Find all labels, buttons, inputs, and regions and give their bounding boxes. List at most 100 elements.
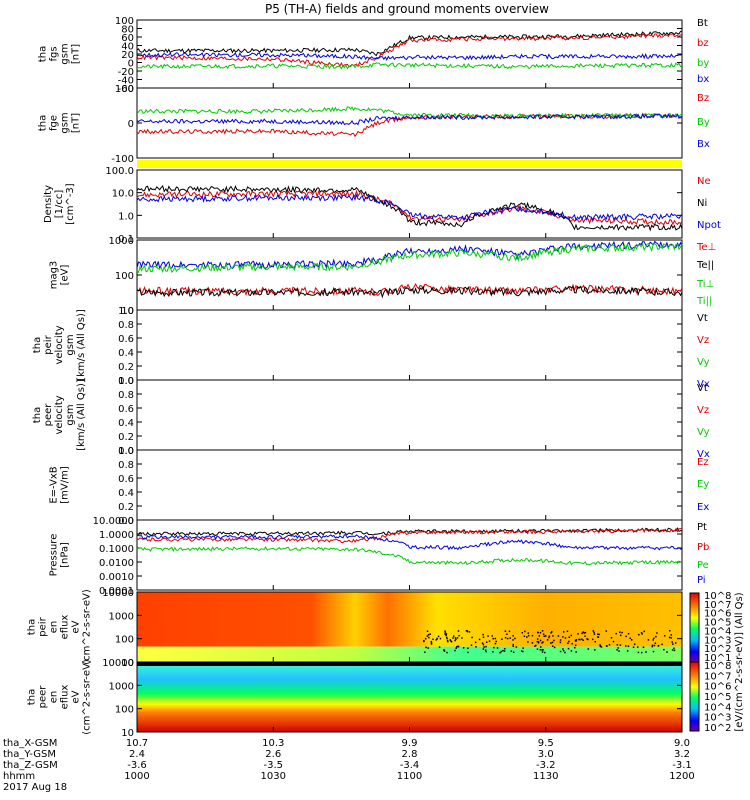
ytick-label: 0.4: [118, 418, 134, 429]
spectrogram-dot: [541, 630, 544, 632]
series-line-By: [136, 106, 683, 119]
spectrogram-dot: [618, 650, 620, 652]
spectrogram-dot: [593, 631, 595, 634]
spectrogram-dot: [562, 636, 564, 638]
ytick-label: 1.0: [118, 446, 134, 457]
spectrogram-dot: [475, 646, 477, 648]
ylabel-line: peer: [38, 685, 49, 709]
spectrogram-dot: [495, 640, 497, 643]
series-line-Bz: [136, 112, 683, 138]
series-line-Pe: [136, 545, 683, 566]
spectrogram-dot: [619, 644, 622, 646]
spectrogram-dot: [502, 649, 504, 652]
ytick-label: 1.0: [118, 211, 134, 222]
spectrogram-dot: [488, 640, 491, 642]
spectrogram-dot: [672, 643, 674, 645]
spectrogram-dot: [450, 640, 453, 643]
spectrogram-dot: [423, 640, 425, 643]
spectrogram-dot: [425, 646, 427, 649]
spectrogram-dot: [430, 642, 433, 644]
spectrogram-dot: [536, 638, 539, 640]
status-bar: [137, 160, 682, 168]
spectrogram-peer: [137, 662, 682, 732]
spectrogram-dot: [496, 647, 499, 649]
spectrogram-dot: [637, 651, 640, 654]
spectrogram-dot: [438, 646, 441, 648]
ytick-label: 80: [121, 25, 134, 36]
spectrogram-dot: [471, 636, 473, 639]
panel-frame: [136, 309, 683, 381]
ytick-label: 0.6: [118, 334, 134, 345]
orbit-tick-hhmm: 1200: [669, 771, 694, 782]
spectrogram-dot: [543, 651, 546, 654]
spectrogram-dot: [615, 632, 617, 635]
colorbar-tick: 10^2: [704, 644, 731, 655]
colorbar-tick: 10^4: [704, 626, 731, 637]
ylabel-line: gsm: [60, 112, 71, 133]
spectrogram-dot: [670, 634, 673, 636]
orbit-tick-hhmm: 1030: [261, 771, 286, 782]
spectrogram-dot: [504, 636, 507, 639]
ytick-label: 100.0: [105, 166, 134, 177]
spectrogram-dot: [512, 639, 514, 641]
spectrogram-dot: [651, 645, 654, 648]
spectrogram-dot: [557, 635, 560, 637]
legend-label: Vt: [697, 313, 708, 324]
legend-label: Vy: [697, 357, 710, 368]
spectrogram-dot: [553, 639, 555, 642]
ylabel-line: [eV]: [60, 265, 71, 286]
spectrogram-dot: [536, 640, 539, 643]
legend-label: Ti⊥: [696, 279, 714, 290]
spectrogram-dot: [579, 638, 581, 641]
spectrogram-dot: [568, 640, 570, 643]
spectrogram-dot: [550, 632, 552, 634]
ylabel-line: Pressure: [49, 534, 60, 577]
legend-label: Te||: [696, 260, 714, 271]
series-line-Ti||: [136, 242, 683, 274]
spectrogram-dot: [640, 651, 643, 654]
spectrogram-dot: [564, 651, 566, 654]
series-line-Bx: [136, 113, 683, 126]
spectrogram-dot: [654, 642, 657, 645]
spectrogram-dot: [482, 633, 484, 636]
orbit-tick-x: 9.5: [538, 738, 554, 749]
series-line-bz: [136, 33, 683, 68]
ytick-label: 0.8: [118, 320, 134, 331]
panel-frame: [136, 379, 683, 451]
colorbar-tick: 10^2: [704, 723, 731, 734]
spectrogram-dot: [653, 637, 655, 640]
spectrogram-dot: [485, 645, 487, 648]
ylabel-line: tha: [27, 619, 38, 635]
ylabel-line: [nT]: [71, 44, 82, 64]
legend-label: Ey: [697, 479, 709, 490]
spectrogram-dot: [536, 648, 539, 650]
ylabel-line: eflux: [60, 685, 71, 710]
spectrogram-dot: [632, 646, 635, 649]
orbit-tick-y: 2.6: [265, 749, 281, 760]
ylabel-line: tha: [38, 115, 49, 131]
legend-label: Vz: [697, 335, 709, 346]
legend-label: Bx: [697, 139, 710, 150]
spectrogram-dot: [526, 636, 528, 638]
spectrogram-dot: [550, 642, 552, 644]
orbit-row-label: tha_Y-GSM: [3, 749, 56, 760]
ylabel-line: gsm: [65, 404, 76, 425]
panel-4: 1000 100 10 mag3 [eV] Te⊥ Te|| Ti⊥ Ti||: [49, 236, 717, 317]
ytick-label: 1000: [109, 681, 134, 692]
orbit-tick-x: 9.0: [674, 738, 690, 749]
legend-label: Npot: [697, 220, 721, 231]
ytick-label: 0.0010: [99, 572, 134, 583]
spectrogram-dot: [647, 639, 650, 641]
spectrogram-dot: [567, 647, 570, 650]
spectrogram-dot: [638, 633, 640, 636]
spectrogram-dot: [512, 645, 515, 647]
legend-label: Ex: [697, 502, 709, 513]
ytick-label: 0.2: [118, 432, 134, 443]
ylabel-line: E=-VxB: [49, 466, 60, 503]
spectrogram-dot: [551, 631, 553, 633]
ylabel-line: Density: [43, 185, 54, 223]
spectrogram-dot: [573, 646, 576, 649]
ytick-label: 10: [121, 658, 134, 669]
